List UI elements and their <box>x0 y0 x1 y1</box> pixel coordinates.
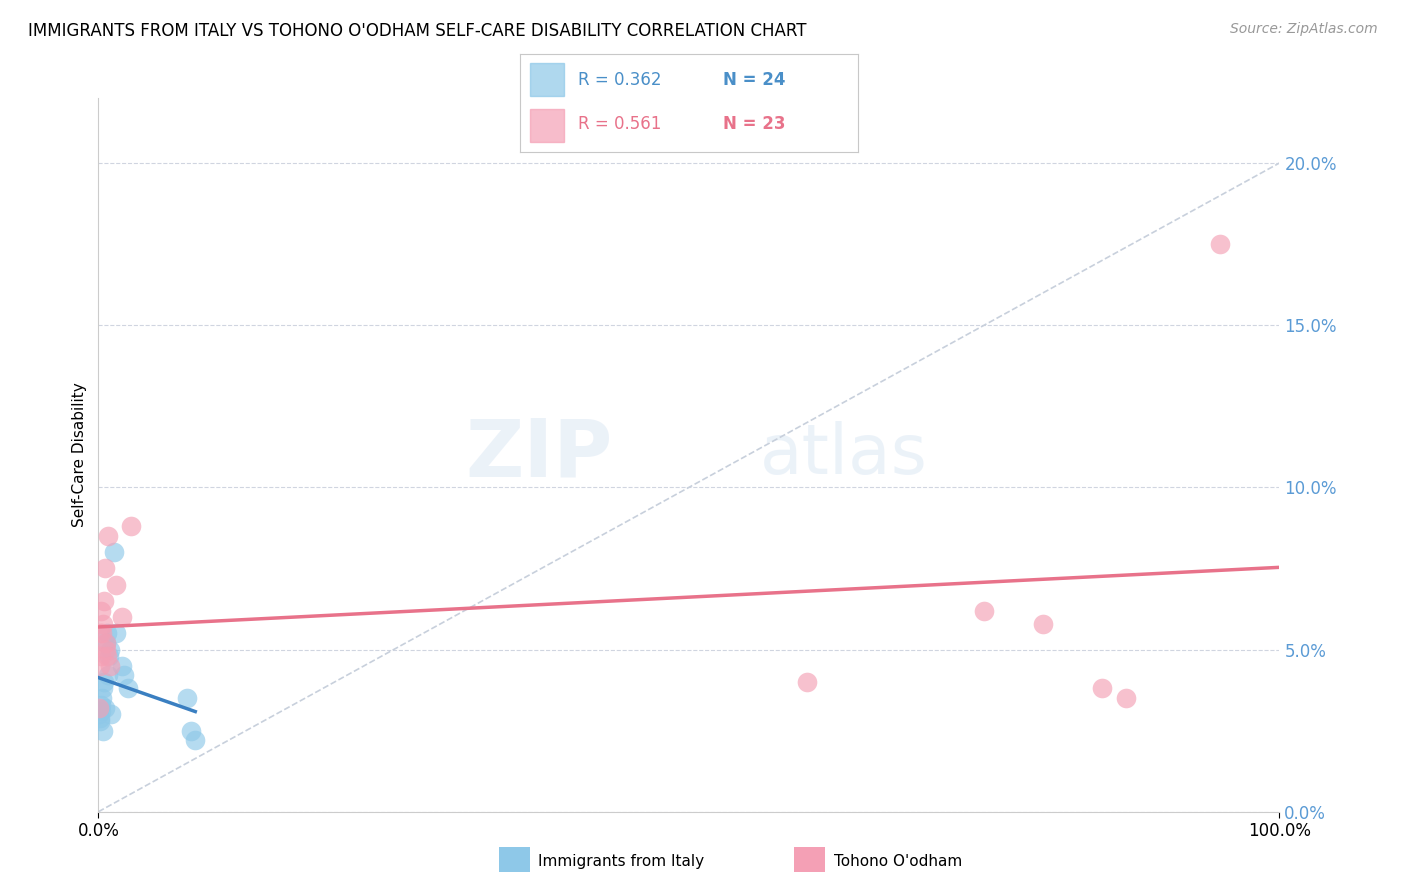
Point <box>96 648 118 663</box>
Point <box>91 723 114 738</box>
Point <box>111 610 134 624</box>
Text: Source: ZipAtlas.com: Source: ZipAtlas.com <box>1230 22 1378 37</box>
Point <box>89 626 111 640</box>
Point <box>121 519 143 533</box>
Point <box>97 529 120 543</box>
Point <box>89 714 111 728</box>
Point <box>105 626 128 640</box>
Point <box>1091 681 1114 696</box>
Point <box>93 675 115 690</box>
Point <box>94 636 117 650</box>
Point <box>91 681 114 696</box>
Point <box>94 701 117 715</box>
Point <box>112 668 135 682</box>
Point <box>91 616 114 631</box>
Text: Immigrants from Italy: Immigrants from Italy <box>538 855 704 869</box>
Point <box>90 604 112 618</box>
Point <box>100 707 122 722</box>
Text: N = 23: N = 23 <box>723 115 785 133</box>
Point <box>1209 237 1232 252</box>
Text: IMMIGRANTS FROM ITALY VS TOHONO O'ODHAM SELF-CARE DISABILITY CORRELATION CHART: IMMIGRANTS FROM ITALY VS TOHONO O'ODHAM … <box>28 22 807 40</box>
Point <box>89 711 111 725</box>
Point <box>98 642 121 657</box>
Point <box>1032 616 1054 631</box>
Point <box>105 577 128 591</box>
Point <box>973 604 995 618</box>
Point <box>87 707 110 722</box>
Point <box>796 675 818 690</box>
Point <box>90 704 112 718</box>
Text: Tohono O'odham: Tohono O'odham <box>834 855 962 869</box>
Text: N = 24: N = 24 <box>723 71 785 89</box>
Point <box>117 681 139 696</box>
Point <box>97 668 120 682</box>
Point <box>89 658 111 673</box>
Point <box>103 545 125 559</box>
Point <box>1115 691 1137 706</box>
Point <box>94 561 117 575</box>
Y-axis label: Self-Care Disability: Self-Care Disability <box>72 383 87 527</box>
Text: R = 0.561: R = 0.561 <box>578 115 661 133</box>
Point <box>91 626 114 640</box>
Point <box>184 733 207 747</box>
Text: ZIP: ZIP <box>465 416 612 494</box>
Point <box>94 642 117 657</box>
Point <box>96 626 118 640</box>
Point <box>98 648 121 663</box>
FancyBboxPatch shape <box>530 110 564 142</box>
Point <box>91 691 114 706</box>
Point <box>93 594 115 608</box>
Point <box>90 648 112 663</box>
Point <box>87 701 110 715</box>
Text: R = 0.362: R = 0.362 <box>578 71 661 89</box>
Point <box>180 723 202 738</box>
Point <box>176 691 198 706</box>
Point <box>90 698 112 712</box>
FancyBboxPatch shape <box>530 63 564 95</box>
Point <box>98 658 121 673</box>
Point <box>111 658 134 673</box>
Point <box>94 636 117 650</box>
Text: atlas: atlas <box>759 421 928 489</box>
